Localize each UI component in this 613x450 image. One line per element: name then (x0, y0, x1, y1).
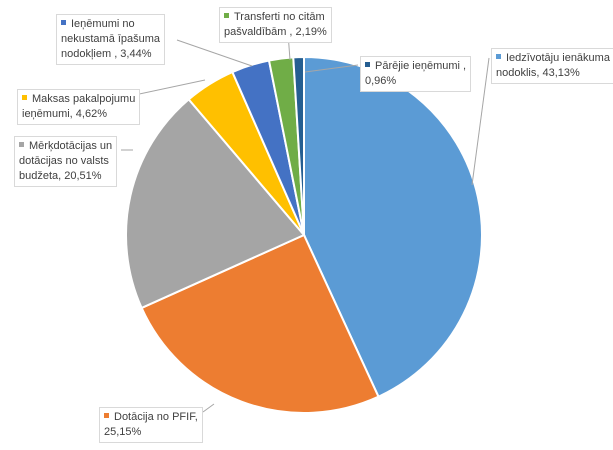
leader-line-pfif (202, 403, 215, 413)
legend-key (104, 413, 109, 418)
pie-slices (125, 55, 483, 414)
label-dotacija-no-pfif: Dotācija no PFIF, 25,15% (99, 407, 203, 443)
label-nekustama-ipasuma: Ieņēmumi no nekustamā īpašuma nodokļiem … (56, 14, 166, 65)
legend-key (19, 142, 24, 147)
leader-line-nekustama (176, 39, 253, 67)
label-transferti: Transferti no citām pašvaldībām , 2,19% (219, 7, 332, 43)
legend-key (365, 62, 370, 67)
legend-key (224, 13, 229, 18)
leader-line-iedzivotaju (471, 57, 490, 186)
pie-slice-merkdotacijas (125, 97, 306, 310)
label-maksas-pakalpojumu: Maksas pakalpojumu ieņēmumi, 4,62% (17, 89, 141, 125)
pie-slice-pfif (140, 233, 380, 414)
label-parejie-ienemumi: Pārējie ieņēmumi , 0,96% (360, 56, 472, 92)
legend-key (61, 20, 66, 25)
label-merkdotacijas: Mērķdotācijas un dotācijas no valsts bud… (14, 136, 118, 187)
legend-key (22, 95, 27, 100)
label-iedzivotaju-ienakuma-nodoklis: Iedzīvotāju ienākuma nodoklis, 43,13% (491, 48, 613, 84)
pie-slice-parejie (292, 55, 305, 236)
legend-key (496, 54, 501, 59)
leader-line-parejie (304, 64, 359, 73)
